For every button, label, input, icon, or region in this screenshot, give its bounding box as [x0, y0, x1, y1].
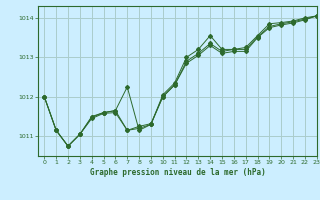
X-axis label: Graphe pression niveau de la mer (hPa): Graphe pression niveau de la mer (hPa): [90, 168, 266, 177]
